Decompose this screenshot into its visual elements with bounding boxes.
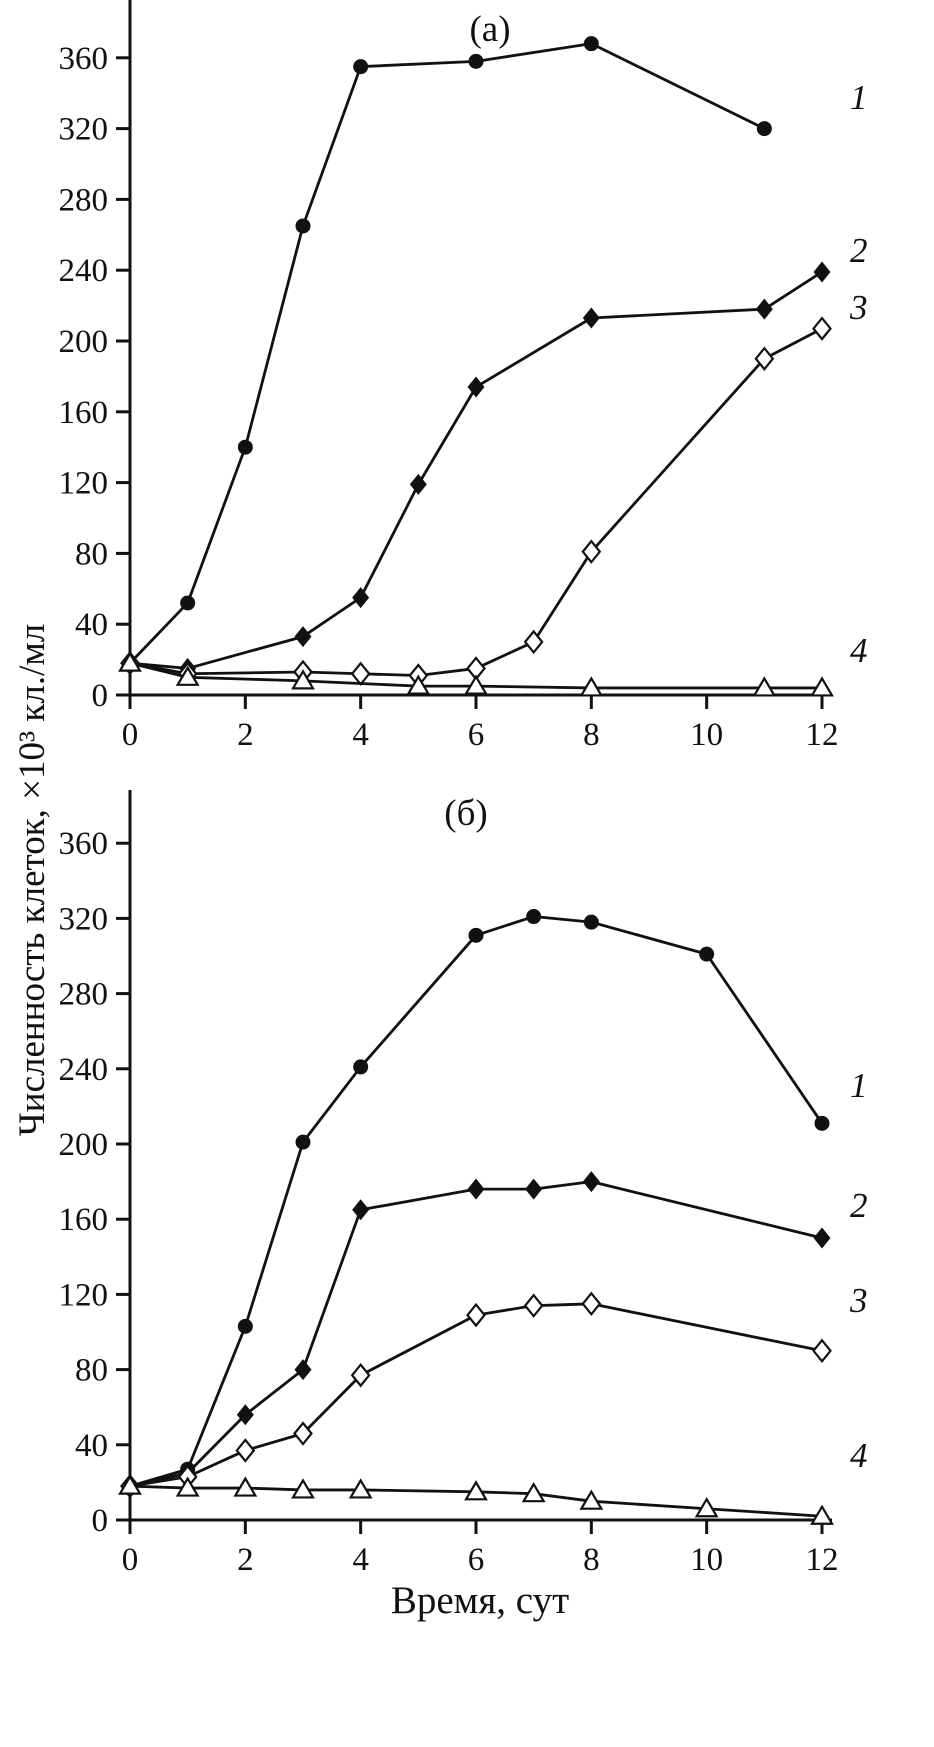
series-label-1-panel-b: 1 [850, 1066, 868, 1105]
y-tick-label: 280 [59, 182, 109, 218]
y-tick-label: 120 [59, 466, 109, 502]
y-tick-label: 160 [59, 1202, 109, 1238]
y-tick-label: 80 [75, 536, 108, 572]
y-tick-label: 240 [59, 253, 109, 289]
x-tick-label: 12 [806, 717, 839, 753]
x-tick-label: 0 [122, 1542, 139, 1578]
series-2-panel-a: 2 [121, 231, 868, 679]
series-label-2-panel-b: 2 [850, 1186, 868, 1225]
y-tick-label: 320 [59, 112, 109, 148]
y-tick-label: 360 [59, 41, 109, 77]
x-tick-label: 8 [583, 717, 600, 753]
x-tick-label: 8 [583, 1542, 600, 1578]
x-tick-label: 10 [690, 1542, 723, 1578]
x-tick-label: 2 [237, 717, 254, 753]
y-tick-label: 320 [59, 901, 109, 937]
series-label-3-panel-a: 3 [849, 288, 868, 327]
series-3-panel-b: 3 [120, 1281, 868, 1499]
axes-panel-b: 0 40 80 120 160 200 240 280 320 360 0 2 4 6 8 10 12 [59, 790, 839, 1578]
y-tick-label: 200 [59, 1127, 109, 1163]
series-label-1-panel-a: 1 [850, 78, 868, 117]
series-3-panel-a: 3 [120, 288, 868, 688]
y-tick-label: 240 [59, 1052, 109, 1088]
series-1-panel-b: 1 [122, 909, 868, 1494]
series-label-2-panel-a: 2 [850, 231, 868, 270]
y-tick-label: 120 [59, 1277, 109, 1313]
y-tick-label: 200 [59, 324, 109, 360]
series-label-3-panel-b: 3 [849, 1281, 868, 1320]
series-4-panel-b: 4 [118, 1436, 868, 1525]
panel-b-title: (б) [444, 793, 488, 834]
y-tick-label: 160 [59, 395, 109, 431]
series-2-panel-b: 2 [121, 1171, 868, 1497]
x-tick-label: 6 [468, 1542, 485, 1578]
x-tick-label: 4 [352, 1542, 369, 1578]
y-tick-label: 360 [59, 826, 109, 862]
series-label-4-panel-a: 4 [850, 631, 868, 670]
x-tick-label: 10 [690, 717, 723, 753]
axes-panel-a: 0 40 80 120 160 200 240 280 320 360 0 2 4 6 8 10 12 [59, 0, 839, 753]
y-tick-label: 40 [75, 1428, 108, 1464]
x-tick-label: 12 [806, 1542, 839, 1578]
y-tick-label: 0 [92, 1503, 109, 1539]
series-4-panel-a: 4 [118, 631, 868, 697]
x-tick-label: 0 [122, 717, 139, 753]
panel-a-title: (а) [469, 9, 511, 50]
y-tick-label: 80 [75, 1353, 108, 1389]
x-tick-label: 6 [468, 717, 485, 753]
y-axis-label: Численность клеток, ×10³ кл./мл [12, 623, 53, 1137]
x-axis-label: Время, сут [390, 1579, 570, 1622]
y-tick-label: 0 [92, 678, 109, 714]
y-tick-label: 40 [75, 607, 108, 643]
y-tick-label: 280 [59, 977, 109, 1013]
x-tick-label: 2 [237, 1542, 254, 1578]
series-1-panel-a: 1 [122, 36, 868, 671]
x-tick-label: 4 [352, 717, 369, 753]
series-label-4-panel-b: 4 [850, 1436, 868, 1475]
